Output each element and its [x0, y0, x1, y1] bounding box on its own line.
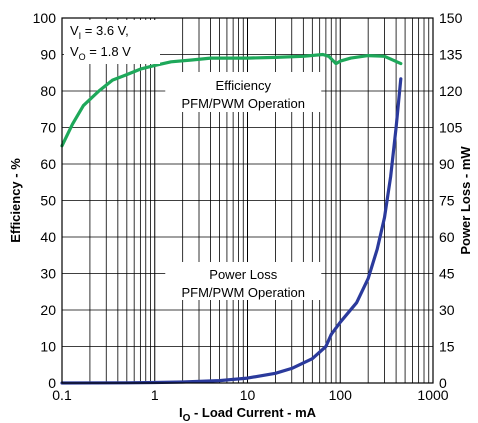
- right-y-tick-label: 90: [439, 156, 455, 172]
- right-y-axis-title: Power Loss - mW: [458, 146, 473, 255]
- left-y-tick-label: 40: [40, 229, 56, 245]
- efficiency-line: [60, 52, 403, 148]
- left-y-tick-label: 10: [40, 339, 56, 355]
- left-y-axis-title: Efficiency - %: [8, 158, 23, 243]
- series-layer: [60, 52, 403, 385]
- right-y-tick-label: 120: [439, 83, 463, 99]
- x-tick-label: 1: [151, 387, 159, 403]
- left-y-tick-label: 30: [40, 266, 56, 282]
- x-tick-label: 100: [329, 387, 353, 403]
- left-y-tick-label: 100: [33, 10, 57, 26]
- right-y-tick-label: 105: [439, 120, 463, 136]
- plot-frame: [61, 17, 434, 384]
- condition-vi: VI = 3.6 V,: [70, 23, 129, 41]
- x-tick-label: 0.1: [52, 387, 72, 403]
- x-tick-label: 1000: [417, 387, 448, 403]
- right-y-tick-label: 75: [439, 193, 455, 209]
- left-y-tick-label: 90: [40, 47, 56, 63]
- left-y-tick-label: 60: [40, 156, 56, 172]
- x-axis-title: IO - Load Current - mA: [179, 405, 317, 423]
- left-y-tick-label: 0: [48, 375, 56, 391]
- right-y-tick-label: 0: [439, 375, 447, 391]
- efficiency-label: Efficiency: [216, 78, 272, 93]
- x-tick-label: 10: [240, 387, 256, 403]
- power-loss-label: Power Loss: [209, 267, 277, 282]
- right-y-tick-label: 60: [439, 229, 455, 245]
- condition-vo: VO = 1.8 V: [70, 44, 131, 62]
- left-y-tick-label: 20: [40, 302, 56, 318]
- efficiency-mode-label: PFM/PWM Operation: [181, 96, 305, 111]
- efficiency-label-background: [165, 72, 322, 112]
- conditions-box: [64, 20, 160, 64]
- power-loss-mode-label: PFM/PWM Operation: [181, 285, 305, 300]
- right-y-tick-label: 30: [439, 302, 455, 318]
- tick-labels: 0.1 1 10 100 1000010203040506070809010001530…: [33, 10, 463, 403]
- power-loss-label-background: [165, 262, 322, 300]
- right-y-tick-label: 45: [439, 266, 455, 282]
- right-y-tick-label: 150: [439, 10, 463, 26]
- left-y-tick-label: 70: [40, 120, 56, 136]
- right-y-tick-label: 15: [439, 339, 455, 355]
- left-y-tick-label: 50: [40, 193, 56, 209]
- power-loss-line: [60, 77, 403, 385]
- right-y-tick-label: 135: [439, 47, 463, 63]
- left-y-tick-label: 80: [40, 83, 56, 99]
